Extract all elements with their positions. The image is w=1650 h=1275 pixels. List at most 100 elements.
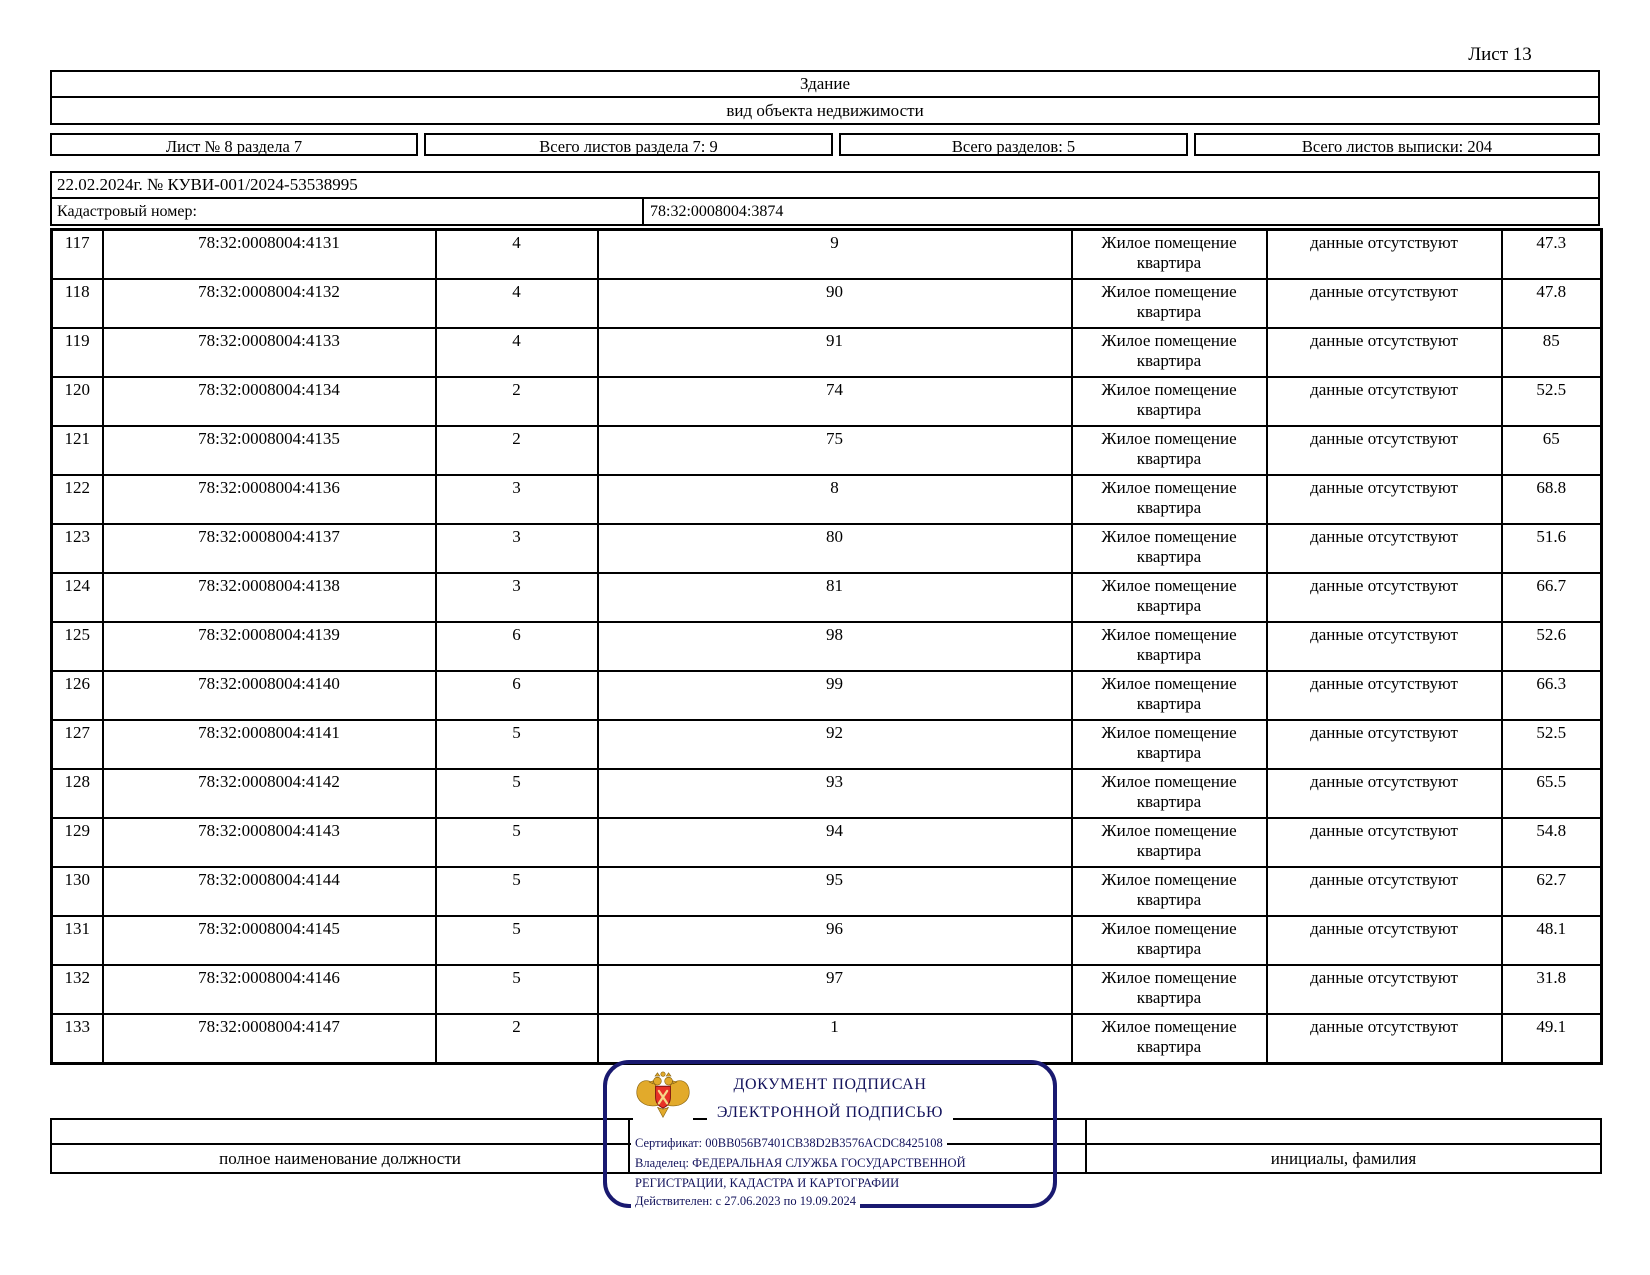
apartment-number-cell: 95	[596, 866, 1073, 917]
row-number-cell: 122	[50, 474, 104, 525]
stamp-title-line2: ЭЛЕКТРОННОЙ ПОДПИСЬЮ	[607, 1104, 1053, 1122]
apartment-number-cell: 81	[596, 572, 1073, 623]
area-cell: 52.5	[1500, 376, 1603, 427]
object-kind-box: Здание вид объекта недвижимости	[50, 70, 1600, 125]
row-number-cell: 119	[50, 327, 104, 378]
missing-data-cell: данные отсутствуют	[1265, 1013, 1503, 1065]
object-kind-title: Здание	[799, 74, 851, 93]
table-row: 132 78:32:0008004:4146 5 97 Жилое помещение …	[50, 964, 1603, 1015]
area-cell: 65.5	[1500, 768, 1603, 819]
meta-cell-total-extract-sheets: Всего листов выписки: 204	[1194, 133, 1600, 156]
row-number-cell: 125	[50, 621, 104, 672]
row-number-cell: 120	[50, 376, 104, 427]
missing-data-cell: данные отсутствуют	[1265, 817, 1503, 868]
apartment-number-cell: 96	[596, 915, 1073, 966]
area-cell: 65	[1500, 425, 1603, 476]
position-caption: полное наименование должности	[50, 1143, 630, 1174]
table-row: 117 78:32:0008004:4131 4 9 Жилое помещение к…	[50, 228, 1603, 280]
missing-data-cell: данные отсутствуют	[1265, 228, 1503, 280]
missing-data-cell: данные отсутствуют	[1265, 621, 1503, 672]
table-row: 128 78:32:0008004:4142 5 93 Жилое помещение …	[50, 768, 1603, 819]
area-cell: 47.3	[1500, 228, 1603, 280]
area-cell: 54.8	[1500, 817, 1603, 868]
object-type-cell: Жилое помещение квартира	[1070, 523, 1268, 574]
floor-cell: 4	[434, 278, 599, 329]
table-row: 127 78:32:0008004:4141 5 92 Жилое помещение …	[50, 719, 1603, 770]
area-cell: 68.8	[1500, 474, 1603, 525]
floor-cell: 6	[434, 621, 599, 672]
object-type-cell: Жилое помещение квартира	[1070, 915, 1268, 966]
table-row: 133 78:32:0008004:4147 2 1 Жилое помещение к…	[50, 1013, 1603, 1065]
request-date-number: 22.02.2024г. № КУВИ-001/2024-53538995	[57, 175, 358, 194]
apartment-number-cell: 8	[596, 474, 1073, 525]
object-type-cell: Жилое помещение квартира	[1070, 1013, 1268, 1065]
floor-cell: 5	[434, 866, 599, 917]
cadastral-number-cell: 78:32:0008004:4140	[101, 670, 437, 721]
row-number-cell: 132	[50, 964, 104, 1015]
cadastral-number-row: Кадастровый номер: 78:32:0008004:3874	[52, 197, 1598, 224]
object-table-body: 117 78:32:0008004:4131 4 9 Жилое помещение к…	[50, 228, 1603, 1065]
table-row: 129 78:32:0008004:4143 5 94 Жилое помещение …	[50, 817, 1603, 868]
object-type-cell: Жилое помещение квартира	[1070, 866, 1268, 917]
object-type-cell: Жилое помещение квартира	[1070, 228, 1268, 280]
apartment-number-cell: 91	[596, 327, 1073, 378]
missing-data-cell: данные отсутствуют	[1265, 278, 1503, 329]
request-info-box: 22.02.2024г. № КУВИ-001/2024-53538995 Ка…	[50, 171, 1600, 226]
apartment-number-cell: 80	[596, 523, 1073, 574]
row-number-cell: 123	[50, 523, 104, 574]
missing-data-cell: данные отсутствуют	[1265, 866, 1503, 917]
cadastral-number-cell: 78:32:0008004:4142	[101, 768, 437, 819]
signature-empty-row	[50, 1118, 1602, 1145]
object-type-cell: Жилое помещение квартира	[1070, 425, 1268, 476]
missing-data-cell: данные отсутствуют	[1265, 915, 1503, 966]
apartment-number-cell: 93	[596, 768, 1073, 819]
cadastral-number-cell: 78:32:0008004:4131	[101, 228, 437, 280]
missing-data-cell: данные отсутствуют	[1265, 670, 1503, 721]
apartment-number-cell: 92	[596, 719, 1073, 770]
table-row: 125 78:32:0008004:4139 6 98 Жилое помещение …	[50, 621, 1603, 672]
apartment-number-cell: 75	[596, 425, 1073, 476]
apartment-number-cell: 90	[596, 278, 1073, 329]
row-number-cell: 127	[50, 719, 104, 770]
floor-cell: 5	[434, 964, 599, 1015]
meta-cell-total-sections: Всего разделов: 5	[839, 133, 1188, 156]
area-cell: 48.1	[1500, 915, 1603, 966]
row-number-cell: 126	[50, 670, 104, 721]
object-type-cell: Жилое помещение квартира	[1070, 768, 1268, 819]
object-type-cell: Жилое помещение квартира	[1070, 572, 1268, 623]
cadastral-number-cell: 78:32:0008004:4136	[101, 474, 437, 525]
object-type-cell: Жилое помещение квартира	[1070, 817, 1268, 868]
floor-cell: 6	[434, 670, 599, 721]
apartment-number-cell: 74	[596, 376, 1073, 427]
area-cell: 49.1	[1500, 1013, 1603, 1065]
table-row: 120 78:32:0008004:4134 2 74 Жилое помещение …	[50, 376, 1603, 427]
floor-cell: 2	[434, 425, 599, 476]
object-type-cell: Жилое помещение квартира	[1070, 670, 1268, 721]
stamp-owner-line1: Владелец: ФЕДЕРАЛЬНАЯ СЛУЖБА ГОСУДАРСТВЕ…	[631, 1156, 970, 1171]
area-cell: 52.6	[1500, 621, 1603, 672]
table-row: 131 78:32:0008004:4145 5 96 Жилое помещение …	[50, 915, 1603, 966]
apartment-number-cell: 98	[596, 621, 1073, 672]
rosreestr-emblem-icon	[633, 1070, 693, 1122]
table-row: 124 78:32:0008004:4138 3 81 Жилое помещение …	[50, 572, 1603, 623]
cadastral-number-cell: 78:32:0008004:4144	[101, 866, 437, 917]
object-kind-subtitle: вид объекта недвижимости	[52, 96, 1598, 123]
premises-table-container: 117 78:32:0008004:4131 4 9 Жилое помещение к…	[50, 228, 1603, 1065]
floor-cell: 2	[434, 1013, 599, 1065]
cadastral-number-cell: 78:32:0008004:4139	[101, 621, 437, 672]
missing-data-cell: данные отсутствуют	[1265, 474, 1503, 525]
missing-data-cell: данные отсутствуют	[1265, 768, 1503, 819]
area-cell: 31.8	[1500, 964, 1603, 1015]
table-row: 119 78:32:0008004:4133 4 91 Жилое помещение …	[50, 327, 1603, 378]
area-cell: 62.7	[1500, 866, 1603, 917]
cadastral-number-cell: 78:32:0008004:4132	[101, 278, 437, 329]
cadastral-number-value: 78:32:0008004:3874	[650, 203, 784, 220]
cadastral-number-cell: 78:32:0008004:4133	[101, 327, 437, 378]
object-type-cell: Жилое помещение квартира	[1070, 474, 1268, 525]
cadastral-number-cell: 78:32:0008004:4137	[101, 523, 437, 574]
apartment-number-cell: 94	[596, 817, 1073, 868]
table-row: 130 78:32:0008004:4144 5 95 Жилое помещение …	[50, 866, 1603, 917]
object-type-cell: Жилое помещение квартира	[1070, 376, 1268, 427]
row-number-cell: 121	[50, 425, 104, 476]
